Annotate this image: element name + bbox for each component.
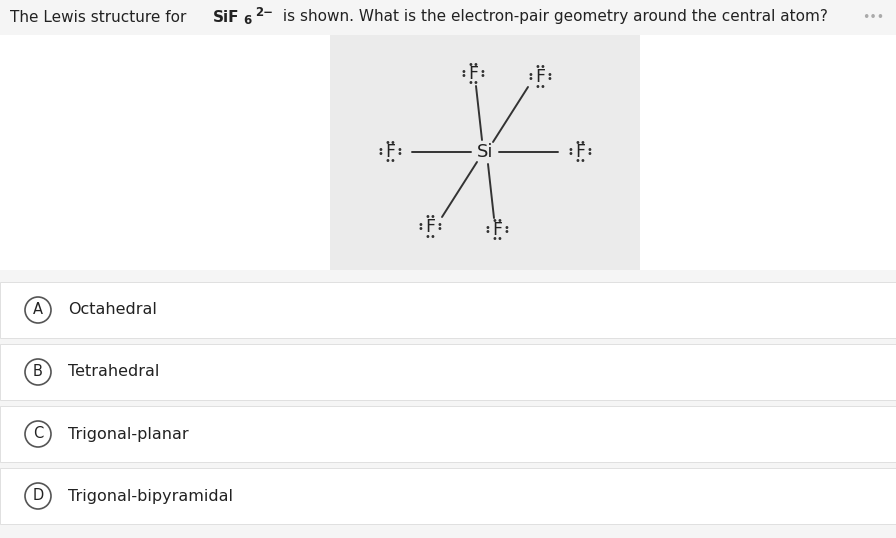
Text: •: • xyxy=(461,67,467,77)
Text: •: • xyxy=(535,81,540,91)
Text: A: A xyxy=(33,302,43,317)
Text: •: • xyxy=(468,60,474,69)
FancyBboxPatch shape xyxy=(0,406,896,462)
Text: •: • xyxy=(496,216,502,225)
Text: •: • xyxy=(390,138,395,147)
Text: •: • xyxy=(436,220,443,230)
Text: •: • xyxy=(461,71,467,81)
Text: •: • xyxy=(580,138,585,147)
Text: C: C xyxy=(33,427,43,442)
Text: •: • xyxy=(485,227,490,237)
Text: •: • xyxy=(535,62,540,73)
Text: •: • xyxy=(468,79,474,88)
Text: F: F xyxy=(385,143,395,161)
Text: •: • xyxy=(587,149,592,159)
Text: •: • xyxy=(547,74,553,84)
Text: F: F xyxy=(535,68,545,86)
Text: •: • xyxy=(575,138,581,147)
Text: •: • xyxy=(377,149,383,159)
Text: •: • xyxy=(492,235,497,244)
Text: •: • xyxy=(587,145,592,155)
Text: •: • xyxy=(418,220,424,230)
Text: •: • xyxy=(384,157,391,166)
Text: D: D xyxy=(32,489,44,504)
Text: F: F xyxy=(575,143,585,161)
Text: •: • xyxy=(485,223,490,233)
Text: F: F xyxy=(492,221,502,239)
Text: •: • xyxy=(377,145,383,155)
Text: •: • xyxy=(429,213,435,223)
Text: Si: Si xyxy=(477,143,494,161)
FancyBboxPatch shape xyxy=(0,282,896,338)
Text: •: • xyxy=(539,81,545,91)
Text: •: • xyxy=(575,157,581,166)
Text: •: • xyxy=(496,235,502,244)
Text: B: B xyxy=(33,365,43,379)
Text: •: • xyxy=(436,224,443,234)
Text: •: • xyxy=(547,70,553,80)
Text: •: • xyxy=(472,79,478,88)
FancyBboxPatch shape xyxy=(640,35,896,270)
Text: •: • xyxy=(397,149,402,159)
FancyBboxPatch shape xyxy=(330,35,640,270)
Text: •: • xyxy=(472,60,478,69)
Text: •: • xyxy=(479,71,486,81)
Text: •: • xyxy=(429,231,435,242)
Text: •: • xyxy=(418,224,424,234)
Text: 6: 6 xyxy=(243,14,251,27)
Text: •••: ••• xyxy=(862,11,884,24)
Text: •: • xyxy=(504,223,510,233)
Text: •: • xyxy=(479,67,486,77)
Text: Octahedral: Octahedral xyxy=(68,302,157,317)
FancyBboxPatch shape xyxy=(0,468,896,524)
Text: •: • xyxy=(425,213,431,223)
Text: •: • xyxy=(528,70,533,80)
Text: •: • xyxy=(504,227,510,237)
Text: Tetrahedral: Tetrahedral xyxy=(68,365,159,379)
FancyBboxPatch shape xyxy=(0,344,896,400)
Text: SiF: SiF xyxy=(213,10,239,25)
Text: The Lewis structure for: The Lewis structure for xyxy=(10,10,191,25)
Text: F: F xyxy=(425,218,435,236)
Text: is shown. What is the electron-pair geometry around the central atom?: is shown. What is the electron-pair geom… xyxy=(278,10,828,25)
Text: Trigonal-planar: Trigonal-planar xyxy=(68,427,189,442)
FancyBboxPatch shape xyxy=(0,35,330,270)
Text: •: • xyxy=(567,149,573,159)
Text: •: • xyxy=(425,231,431,242)
Text: •: • xyxy=(567,145,573,155)
Text: •: • xyxy=(390,157,395,166)
Text: •: • xyxy=(397,145,402,155)
Text: •: • xyxy=(580,157,585,166)
Text: •: • xyxy=(528,74,533,84)
Text: •: • xyxy=(539,62,545,73)
Text: 2−: 2− xyxy=(255,6,273,19)
Text: Trigonal-bipyramidal: Trigonal-bipyramidal xyxy=(68,489,233,504)
Text: F: F xyxy=(468,65,478,83)
Text: •: • xyxy=(384,138,391,147)
Text: •: • xyxy=(492,216,497,225)
